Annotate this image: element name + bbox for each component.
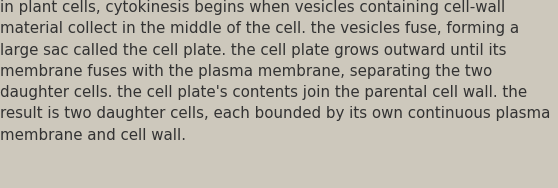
Text: in plant cells, cytokinesis begins when vesicles containing cell-wall material c: in plant cells, cytokinesis begins when …: [0, 0, 551, 143]
